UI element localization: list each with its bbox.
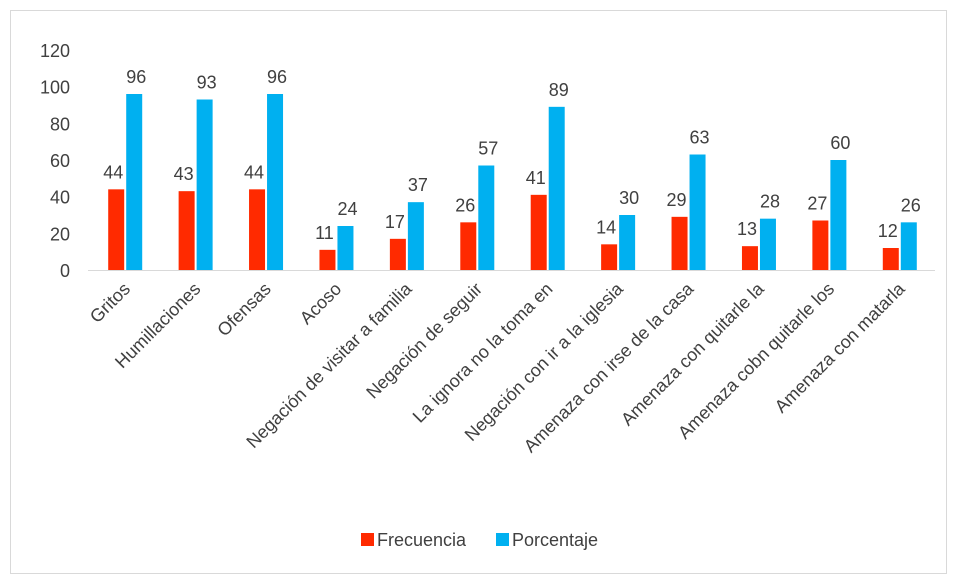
bar-porcentaje	[830, 160, 847, 270]
bar-frecuencia	[601, 244, 618, 270]
data-label-porcentaje: 30	[619, 188, 639, 208]
bar-frecuencia	[882, 248, 899, 270]
y-tick-label: 60	[50, 151, 70, 171]
bar-porcentaje	[126, 94, 143, 270]
bar-porcentaje	[548, 106, 565, 270]
bar-porcentaje	[337, 226, 354, 270]
bar-porcentaje	[689, 154, 706, 270]
data-label-frecuencia: 29	[667, 190, 687, 210]
bar-frecuencia	[812, 220, 829, 270]
data-label-porcentaje: 96	[126, 67, 146, 87]
data-label-porcentaje: 28	[760, 192, 780, 212]
bar-frecuencia	[389, 238, 406, 270]
bar-porcentaje	[900, 222, 917, 270]
bar-frecuencia	[319, 249, 336, 270]
data-label-porcentaje: 60	[830, 133, 850, 153]
data-label-frecuencia: 43	[174, 164, 194, 184]
legend-swatch-porcentaje	[496, 533, 509, 546]
y-axis-tick-labels: 0 20 40 60 80 100 120	[40, 41, 70, 281]
bar-porcentaje	[619, 215, 636, 270]
bar-frecuencia	[741, 246, 758, 270]
bar-frecuencia	[249, 189, 266, 270]
data-label-porcentaje: 26	[901, 195, 921, 215]
bar-porcentaje	[407, 202, 424, 270]
bar-frecuencia	[530, 194, 547, 270]
legend: Frecuencia Porcentaje	[361, 530, 598, 550]
y-tick-label: 100	[40, 78, 70, 98]
legend-label-frecuencia: Frecuencia	[377, 530, 467, 550]
bars	[108, 94, 917, 270]
data-label-porcentaje: 57	[478, 139, 498, 159]
data-label-frecuencia: 44	[103, 162, 123, 182]
data-label-porcentaje: 63	[690, 128, 710, 148]
data-labels: 44 43 44 11 17 26 41 14 29 13 27 12 96 93 96 24 37 57 89 30…	[103, 67, 921, 243]
legend-label-porcentaje: Porcentaje	[512, 530, 598, 550]
data-label-frecuencia: 44	[244, 162, 264, 182]
data-label-porcentaje: 89	[549, 80, 569, 100]
y-tick-label: 20	[50, 224, 70, 244]
data-label-frecuencia: 17	[385, 212, 405, 232]
data-label-frecuencia: 41	[526, 168, 546, 188]
bar-frecuencia	[178, 191, 195, 270]
bar-frecuencia	[460, 222, 477, 270]
bar-porcentaje	[196, 99, 213, 270]
y-tick-label: 80	[50, 114, 70, 134]
bar-frecuencia	[671, 216, 688, 270]
data-label-frecuencia: 14	[596, 217, 616, 237]
y-tick-label: 40	[50, 188, 70, 208]
y-tick-label: 0	[60, 261, 70, 281]
data-label-frecuencia: 13	[737, 219, 757, 239]
data-label-frecuencia: 11	[315, 223, 334, 243]
data-label-porcentaje: 37	[408, 175, 428, 195]
data-label-porcentaje: 93	[197, 73, 217, 93]
bar-porcentaje	[267, 94, 284, 270]
data-label-porcentaje: 24	[337, 199, 357, 219]
bar-porcentaje	[759, 218, 776, 270]
data-label-porcentaje: 96	[267, 67, 287, 87]
chart-border	[10, 10, 947, 574]
legend-swatch-frecuencia	[361, 533, 374, 546]
y-tick-label: 120	[40, 41, 70, 61]
data-label-frecuencia: 27	[807, 194, 827, 214]
data-label-frecuencia: 26	[455, 195, 475, 215]
bar-porcentaje	[478, 165, 495, 270]
data-label-frecuencia: 12	[878, 221, 898, 241]
bar-frecuencia	[108, 189, 125, 270]
